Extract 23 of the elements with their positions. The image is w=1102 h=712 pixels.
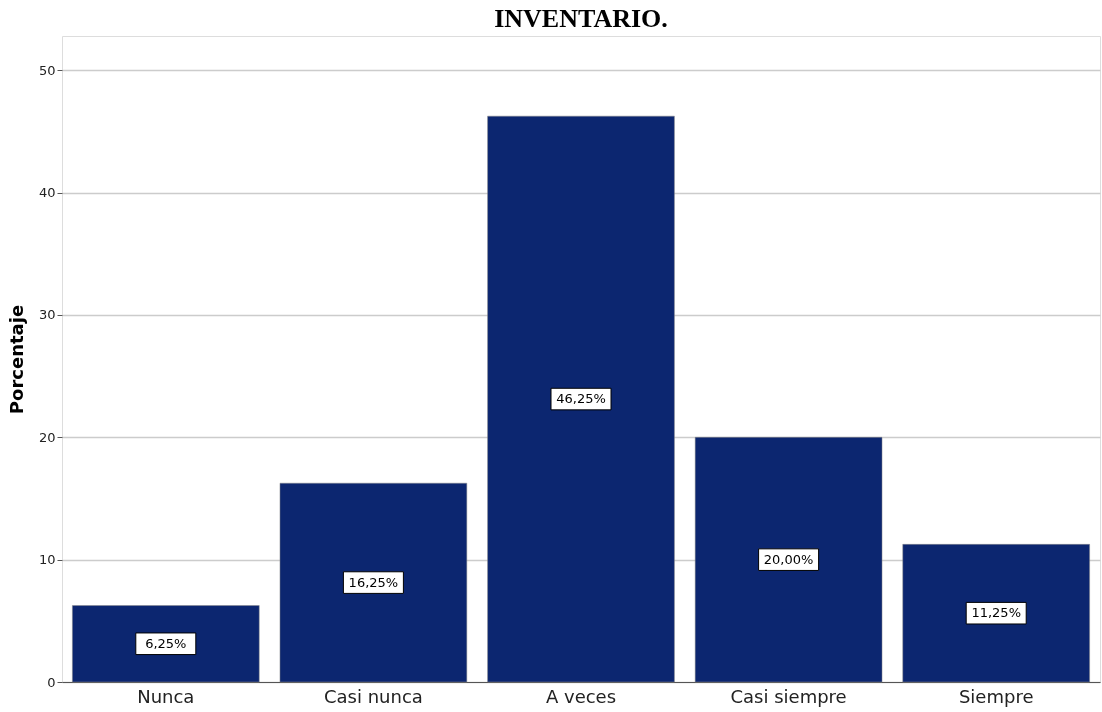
x-tick-label: Siempre (958, 685, 1034, 707)
data-label: 6,25% (145, 635, 187, 651)
bar (72, 605, 260, 683)
y-axis-title: Porcentaje (5, 304, 27, 415)
y-tick-label: 0 (47, 674, 56, 690)
data-label: 16,25% (348, 574, 399, 590)
y-tick-label: 50 (38, 62, 56, 78)
x-tick-label: Casi siempre (730, 685, 847, 707)
data-label: 11,25% (971, 605, 1021, 621)
bar (487, 115, 675, 683)
x-tick-label: Nunca (137, 685, 195, 707)
bar (902, 544, 1090, 683)
x-tick-label: A veces (545, 685, 617, 707)
y-tick-label: 20 (38, 429, 56, 445)
bar (279, 482, 468, 683)
bar (694, 437, 883, 683)
x-tick-label: Casi nunca (323, 685, 423, 707)
data-label: 46,25% (556, 391, 606, 407)
y-tick-label: 40 (38, 185, 56, 201)
data-label: 20,00% (763, 551, 814, 567)
y-tick-label: 10 (38, 552, 56, 568)
chart-title: INVENTARIO. (494, 4, 668, 33)
y-tick-label: 30 (38, 307, 56, 323)
